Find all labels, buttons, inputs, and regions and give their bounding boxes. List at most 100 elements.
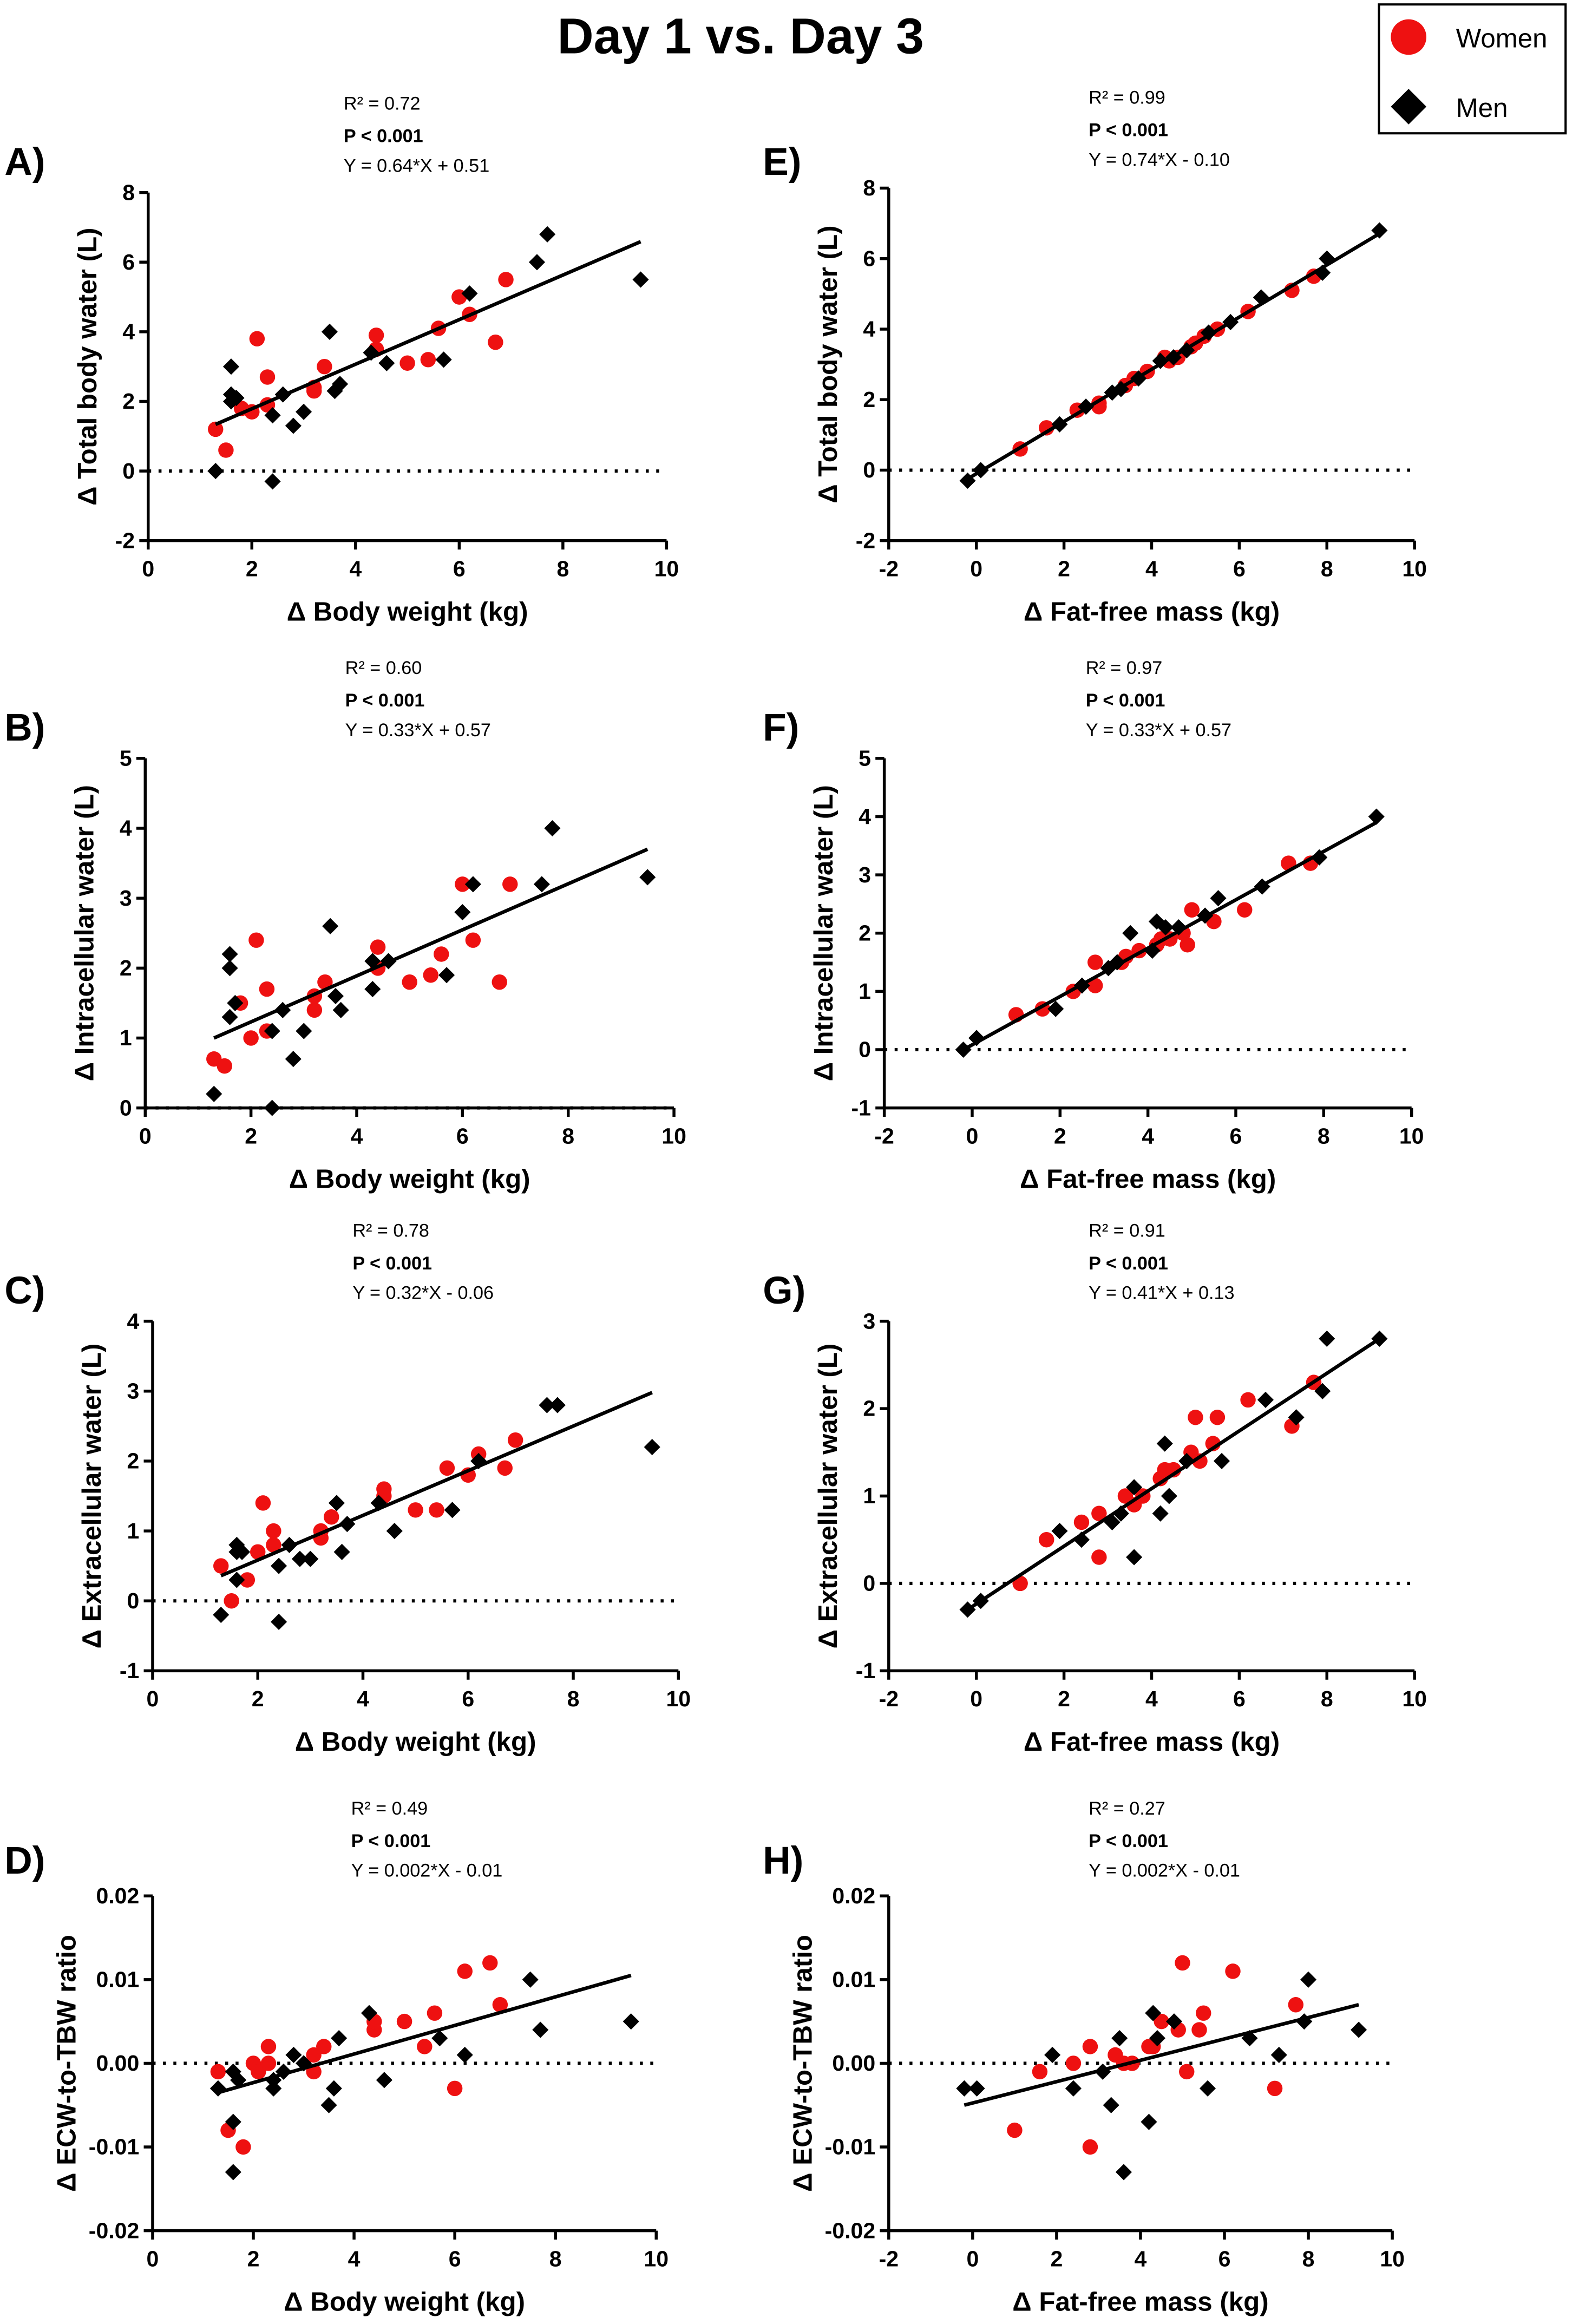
data-point-men — [639, 869, 656, 886]
data-point-men — [225, 2164, 241, 2181]
r-squared: R² = 0.60 — [345, 658, 422, 678]
panel-letter: A) — [4, 141, 45, 184]
data-point-women — [396, 2013, 412, 2030]
x-tick-label: 4 — [1135, 2246, 1147, 2271]
figure-title: Day 1 vs. Day 3 — [557, 8, 923, 64]
y-tick-label: 8 — [863, 175, 875, 200]
data-point-men — [271, 1557, 287, 1574]
r-squared: R² = 0.99 — [1089, 88, 1165, 108]
y-tick-label: -0.02 — [825, 2218, 876, 2243]
data-point-men — [522, 1971, 539, 1988]
x-tick-label: 8 — [556, 556, 569, 581]
panel-f: F) R² = 0.97 P < 0.001 Y = 0.33*X + 0.57 -1 0… — [763, 658, 1424, 1194]
data-point-men — [1141, 2113, 1157, 2130]
data-point-women — [1288, 1996, 1304, 2013]
p-value: P < 0.001 — [1089, 120, 1168, 141]
x-axis-label: Δ Body weight (kg) — [284, 2287, 525, 2316]
x-tick-label: -2 — [874, 1123, 894, 1148]
data-point-men — [1111, 2030, 1128, 2047]
y-tick-label: 3 — [120, 886, 132, 911]
data-point-men — [327, 987, 344, 1005]
data-point-men — [296, 1023, 312, 1039]
data-point-men — [213, 1606, 230, 1623]
data-point-women — [497, 1460, 513, 1476]
x-tick-label: 8 — [1321, 1686, 1333, 1711]
data-point-women — [1180, 937, 1195, 953]
data-point-men — [331, 2030, 348, 2047]
data-point-women — [408, 1502, 423, 1518]
data-point-women — [1065, 2055, 1082, 2071]
data-point-women — [434, 946, 449, 962]
x-axis-label: Δ Fat-free mass (kg) — [1024, 1727, 1280, 1757]
data-point-men — [234, 1543, 251, 1560]
data-point-women — [1087, 954, 1103, 970]
x-tick-label: 0 — [966, 2246, 979, 2271]
data-point-women — [266, 1537, 281, 1553]
regression-equation: Y = 0.41*X + 0.13 — [1089, 1283, 1234, 1304]
x-tick-label: 4 — [1145, 1686, 1158, 1711]
data-point-men — [321, 323, 338, 340]
y-tick-label: 4 — [122, 319, 135, 344]
data-point-women — [323, 1509, 339, 1525]
data-point-men — [456, 2046, 473, 2064]
panel-letter: C) — [4, 1269, 45, 1312]
y-axis-label: Δ Intracellular water (L) — [70, 785, 100, 1081]
legend: Women Men — [1378, 3, 1567, 135]
data-point-men — [1156, 1435, 1173, 1452]
p-value: P < 0.001 — [344, 126, 423, 147]
regression-line — [964, 2003, 1359, 2107]
data-point-women — [1192, 1453, 1208, 1469]
regression-line — [966, 232, 1381, 481]
x-tick-label: 10 — [661, 1123, 686, 1148]
data-point-men — [1145, 2005, 1162, 2021]
y-tick-label: -0.02 — [89, 2218, 140, 2243]
panel-letter: E) — [763, 141, 801, 184]
x-tick-label: 6 — [449, 2246, 461, 2271]
legend-women: Women — [1456, 24, 1548, 54]
regression-equation: Y = 0.32*X - 0.06 — [352, 1283, 494, 1304]
data-point-men — [1257, 1391, 1274, 1408]
x-tick-label: 8 — [1321, 556, 1333, 581]
y-tick-label: 2 — [859, 920, 871, 945]
y-tick-label: -1 — [856, 1658, 875, 1683]
data-point-men — [222, 393, 240, 410]
data-point-women — [1196, 2005, 1211, 2021]
data-point-men — [325, 2080, 342, 2097]
data-point-men — [333, 1543, 350, 1560]
data-point-men — [1368, 808, 1385, 825]
x-tick-label: 4 — [351, 1123, 363, 1148]
data-point-women — [243, 1030, 259, 1046]
y-tick-label: 4 — [120, 816, 132, 841]
data-point-men — [264, 1099, 280, 1116]
data-point-women — [210, 2064, 226, 2080]
regression-line — [218, 1973, 632, 2094]
data-point-women — [306, 1002, 323, 1018]
data-point-women — [239, 1572, 255, 1588]
data-point-men — [322, 918, 339, 934]
data-point-men — [1104, 1514, 1121, 1530]
data-point-women — [317, 974, 333, 990]
data-point-women — [370, 939, 386, 955]
panel-e: E) R² = 0.99 P < 0.001 Y = 0.74*X - 0.10 -2 0… — [763, 88, 1427, 627]
data-point-men — [328, 1495, 345, 1511]
x-tick-label: 6 — [456, 1123, 469, 1148]
data-point-men — [1152, 1505, 1169, 1522]
data-point-men — [1149, 2030, 1166, 2047]
x-axis-label: Δ Body weight (kg) — [295, 1727, 536, 1757]
data-point-men — [1170, 919, 1187, 936]
data-point-women — [1236, 902, 1253, 918]
x-tick-label: 10 — [1402, 556, 1427, 581]
y-tick-label: 0 — [120, 1095, 132, 1120]
data-point-women — [1091, 1505, 1107, 1522]
regression-line — [966, 1337, 1381, 1612]
data-point-women — [213, 1558, 229, 1574]
regression-equation: Y = 0.33*X + 0.57 — [1086, 720, 1231, 741]
data-point-women — [492, 974, 507, 990]
y-tick-label: 2 — [863, 387, 875, 412]
x-tick-label: 2 — [245, 1123, 257, 1148]
data-point-men — [285, 417, 302, 434]
y-tick-label: 2 — [863, 1396, 875, 1421]
panel-c: C) R² = 0.78 P < 0.001 Y = 0.32*X - 0.06 -1 0… — [4, 1221, 691, 1757]
x-tick-label: 10 — [654, 556, 679, 581]
